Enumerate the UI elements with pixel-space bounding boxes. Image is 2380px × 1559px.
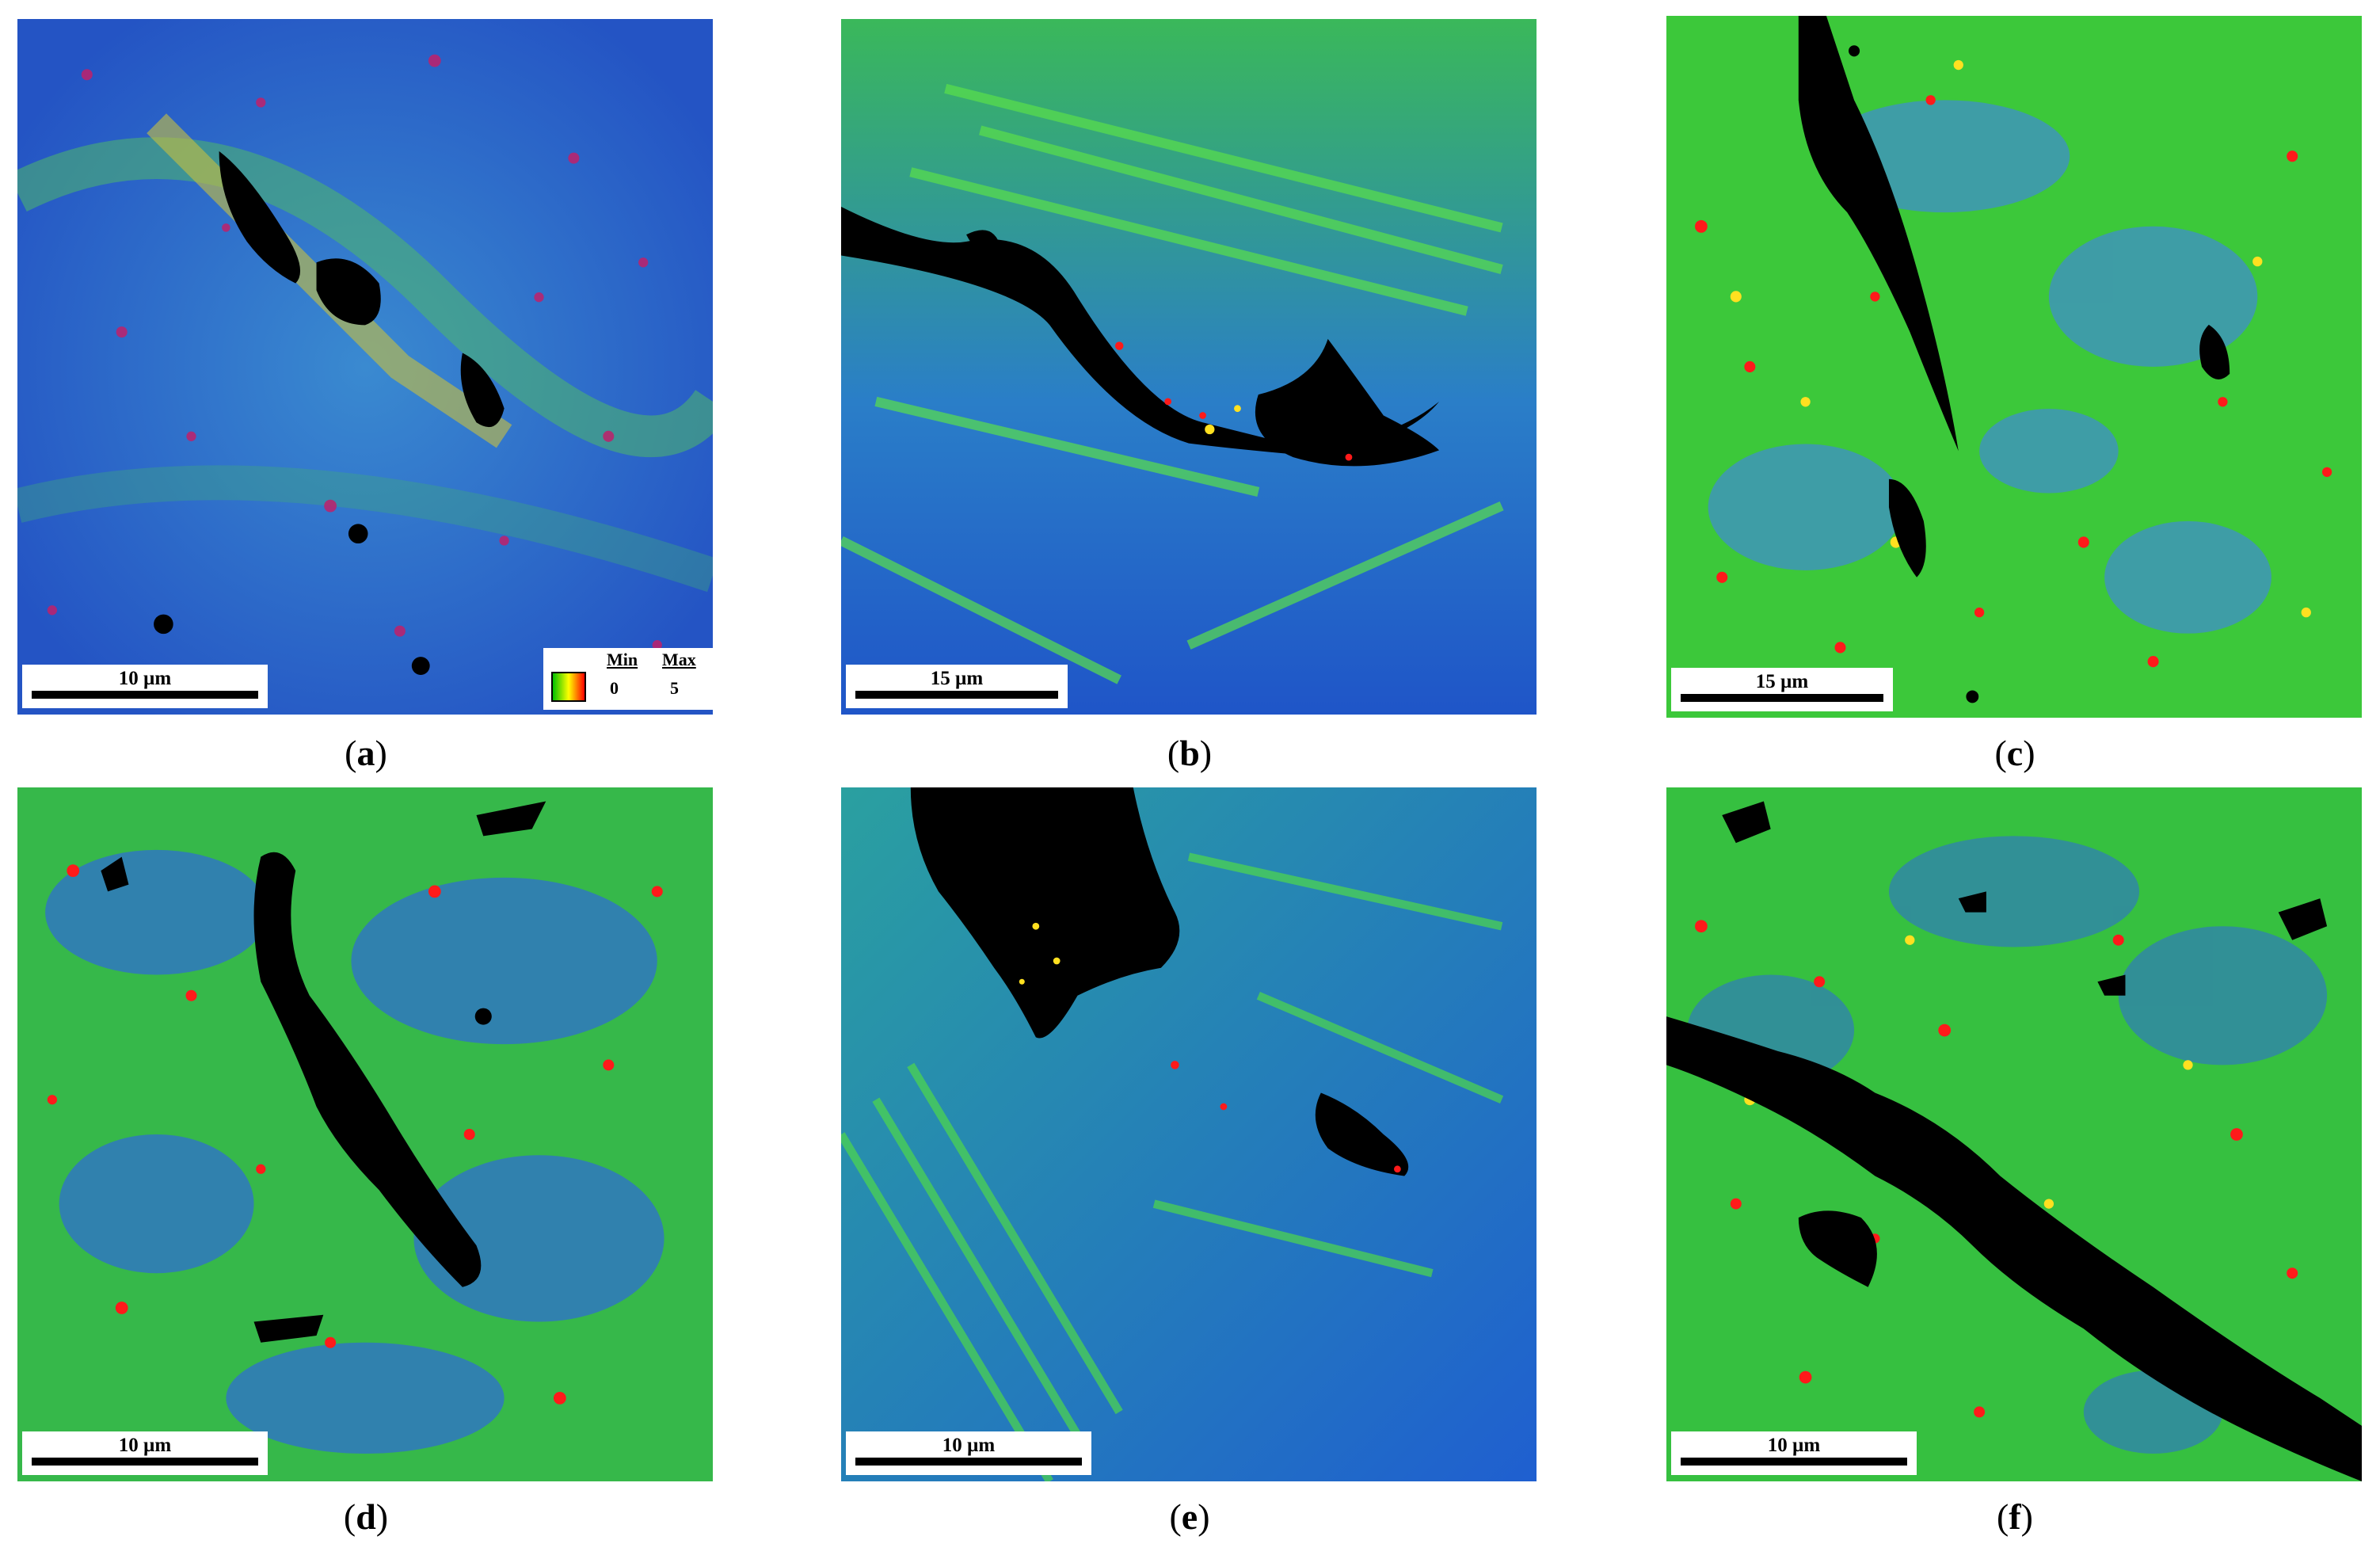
scale-label-a: 10 µm <box>118 668 172 689</box>
scale-bar-c: 15 µm <box>1671 668 1893 711</box>
kam-map-e-image <box>841 787 1537 1481</box>
kam-map-d-image <box>17 787 713 1481</box>
scale-bar-d: 10 µm <box>22 1431 268 1475</box>
scale-bar-f: 10 µm <box>1671 1431 1917 1475</box>
caption-c: (c) <box>1994 733 2035 773</box>
scale-label-f: 10 µm <box>1767 1435 1821 1456</box>
legend-max-label: Max <box>662 650 696 669</box>
legend-max-value: 5 <box>670 678 679 698</box>
caption-d: (d) <box>343 1496 389 1537</box>
scale-line-c <box>1681 694 1883 702</box>
caption-a: (a) <box>345 733 387 773</box>
scale-label-e: 10 µm <box>942 1435 996 1456</box>
legend-min-value: 0 <box>610 678 619 698</box>
kam-map-e: 10 µm <box>841 787 1537 1481</box>
scale-label-b: 15 µm <box>930 668 984 689</box>
kam-map-d: 10 µm <box>17 787 713 1481</box>
color-legend: Min Max 0 5 <box>543 648 713 710</box>
scale-label-c: 15 µm <box>1755 671 1809 692</box>
kam-map-a-image <box>17 19 713 715</box>
kam-map-b: 15 µm <box>841 19 1537 715</box>
caption-b: (b) <box>1167 733 1213 773</box>
scale-line-f <box>1681 1458 1907 1466</box>
kam-map-c: 15 µm <box>1666 16 2362 718</box>
scale-label-d: 10 µm <box>118 1435 172 1456</box>
legend-gradient <box>551 672 586 702</box>
scale-bar-e: 10 µm <box>846 1431 1091 1475</box>
scale-bar-b: 15 µm <box>846 665 1068 708</box>
scale-line-d <box>32 1458 258 1466</box>
kam-map-b-image <box>841 19 1537 715</box>
legend-min-label: Min <box>607 650 638 669</box>
kam-map-f: 10 µm <box>1666 787 2362 1481</box>
scale-line-e <box>855 1458 1082 1466</box>
caption-e: (e) <box>1169 1496 1210 1537</box>
kam-map-c-image <box>1666 16 2362 718</box>
kam-map-a: 10 µm Min Max 0 5 <box>17 19 713 715</box>
scale-line-b <box>855 691 1058 699</box>
kam-map-f-image <box>1666 787 2362 1481</box>
scale-line-a <box>32 691 258 699</box>
caption-f: (f) <box>1997 1496 2033 1537</box>
scale-bar-a: 10 µm <box>22 665 268 708</box>
